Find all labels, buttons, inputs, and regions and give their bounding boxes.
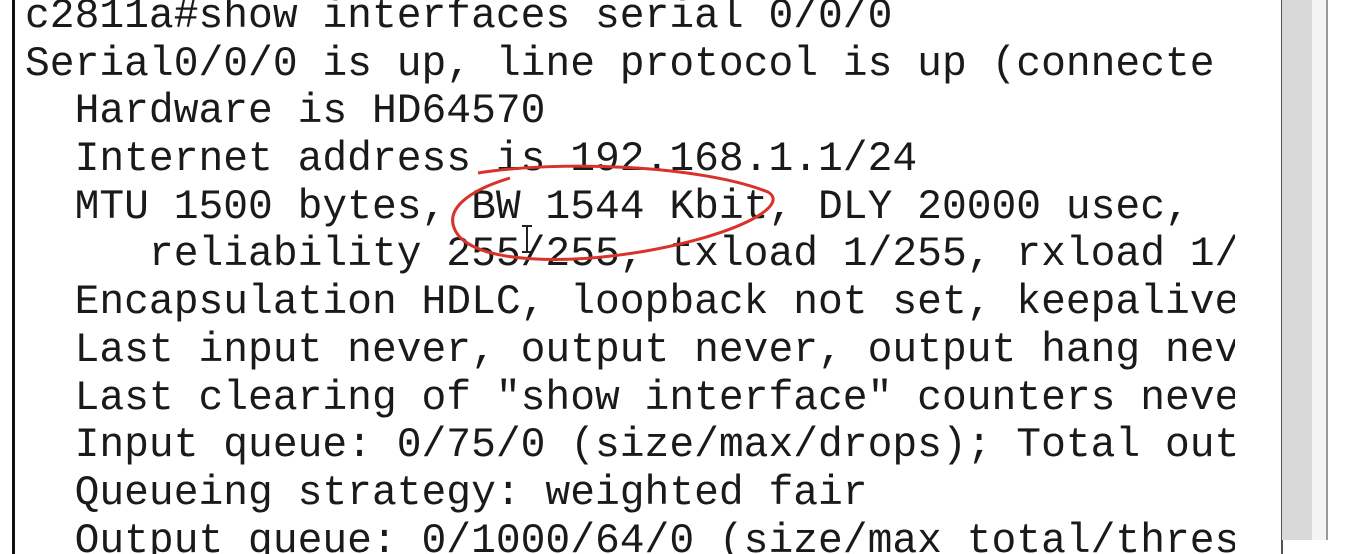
terminal-line: Input queue: 0/75/0 (size/max/drops); To… bbox=[25, 423, 1235, 470]
terminal-line: Queueing strategy: weighted fair bbox=[25, 470, 868, 517]
terminal-line: Internet address is 192.168.1.1/24 bbox=[25, 137, 918, 184]
terminal-line: c2811a#show interfaces serial 0/0/0 bbox=[25, 0, 893, 40]
terminal-line: Last input never, output never, output h… bbox=[25, 327, 1235, 374]
window-edge bbox=[1312, 0, 1328, 540]
terminal-line: Hardware is HD64570 bbox=[25, 89, 546, 136]
terminal-window: c2811a#show interfaces serial 0/0/0 Seria… bbox=[12, 0, 1283, 554]
text-cursor bbox=[522, 225, 532, 253]
window-frame bbox=[1282, 0, 1312, 540]
annotation-layer bbox=[451, 164, 775, 261]
red-circle-annotation bbox=[451, 164, 775, 261]
terminal-output: c2811a#show interfaces serial 0/0/0 Seria… bbox=[25, 0, 1235, 554]
terminal-line: Serial0/0/0 is up, line protocol is up (… bbox=[25, 41, 1215, 88]
page: c2811a#show interfaces serial 0/0/0 Seria… bbox=[12, 0, 1328, 554]
terminal-line: reliability 255/255, txload 1/255, rxloa… bbox=[25, 232, 1235, 279]
terminal-line: MTU 1500 bytes, BW 1544 Kbit, DLY 20000 … bbox=[25, 184, 1190, 231]
terminal-line: Last clearing of "show interface" counte… bbox=[25, 375, 1235, 422]
terminal-line: Encapsulation HDLC, loopback not set, ke… bbox=[25, 280, 1235, 327]
